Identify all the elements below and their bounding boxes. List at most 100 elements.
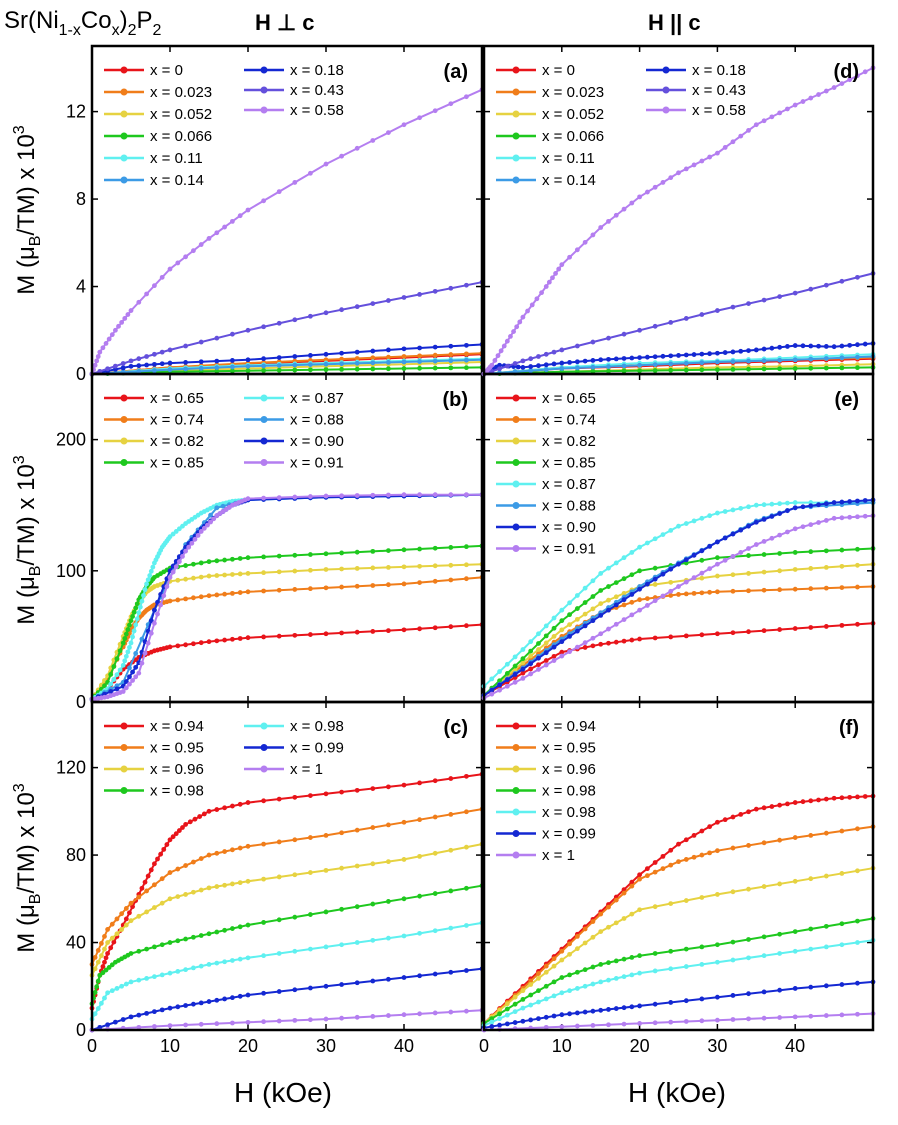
series-point <box>448 352 454 357</box>
series-point <box>176 828 182 833</box>
series-point <box>230 572 235 577</box>
series-point <box>582 358 588 364</box>
series-point <box>308 985 313 991</box>
series-point <box>323 867 329 873</box>
series-point <box>222 572 228 578</box>
series-point <box>683 998 689 1004</box>
series-point <box>167 266 173 272</box>
legend-label: x = 0.14 <box>150 172 204 189</box>
series-point <box>536 975 541 981</box>
series-point <box>551 993 557 999</box>
series-point <box>746 366 751 372</box>
series-point <box>839 795 845 801</box>
series-point <box>551 956 557 962</box>
series-point <box>432 352 438 358</box>
series-point <box>432 971 438 977</box>
series-point <box>644 866 650 872</box>
series-line-a-3 <box>91 366 483 375</box>
series-point <box>136 1024 142 1030</box>
series-point <box>167 837 173 843</box>
series-point <box>808 798 814 804</box>
series-point <box>370 583 376 588</box>
series-point <box>198 594 204 600</box>
series-point <box>308 353 313 358</box>
series-point <box>543 284 549 289</box>
series-point <box>159 274 165 280</box>
series-point <box>152 283 157 289</box>
series-point <box>730 939 736 945</box>
legend-label: x = 0.99 <box>542 826 596 843</box>
series-point <box>136 894 142 900</box>
series-point <box>761 569 767 575</box>
series-point <box>183 936 189 942</box>
legend-marker <box>120 66 128 74</box>
series-point <box>769 501 775 507</box>
series-point <box>401 564 407 570</box>
legend-label: x = 0.066 <box>150 128 212 145</box>
series-point <box>606 364 611 369</box>
series-point <box>808 586 814 592</box>
column-header-perp: H ⊥ c <box>255 10 315 35</box>
series-point <box>114 672 120 678</box>
series-point <box>528 671 534 677</box>
series-point <box>464 357 469 363</box>
series-line-b-5 <box>91 493 483 701</box>
series-point <box>191 595 196 601</box>
series-point <box>100 964 106 969</box>
series-point <box>308 313 313 319</box>
series-point <box>746 553 751 558</box>
series-point <box>683 367 689 373</box>
series-point <box>245 992 251 998</box>
series-point <box>777 294 783 299</box>
series-point <box>862 341 868 347</box>
series-point <box>98 1000 104 1006</box>
series-point <box>598 631 604 637</box>
legend-label: x = 0.65 <box>542 390 596 407</box>
series-point <box>137 604 143 610</box>
series-point <box>707 513 713 519</box>
series-point <box>800 343 806 349</box>
series-point <box>95 354 101 359</box>
panel-a: 0 4 8 12 x = 0 x = 0.023 x = 0.052 x = 0.066 x =… <box>66 44 485 384</box>
series-point <box>120 1017 126 1022</box>
series-point <box>417 1011 422 1017</box>
series-point <box>668 353 674 359</box>
series-point <box>644 540 650 546</box>
series-point <box>613 897 619 903</box>
series-point <box>707 543 713 549</box>
series-point <box>261 634 266 640</box>
series-point <box>120 365 126 371</box>
series-point <box>464 968 469 973</box>
series-point <box>582 611 588 617</box>
series-point <box>590 981 596 987</box>
series-point <box>117 648 123 654</box>
series-point <box>261 324 266 330</box>
series-point <box>715 994 720 1000</box>
series-point <box>777 568 783 574</box>
series-point <box>136 363 142 369</box>
series-point <box>808 946 814 952</box>
series-point <box>130 678 135 683</box>
legend-label: x = 0.052 <box>542 106 604 123</box>
series-point <box>245 635 251 641</box>
series-point <box>621 555 627 561</box>
series-point <box>448 888 454 894</box>
series-point <box>464 885 469 891</box>
series-point <box>123 906 129 911</box>
series-point <box>308 494 313 499</box>
series-point <box>629 355 635 361</box>
series-point <box>816 92 821 97</box>
series-point <box>668 847 674 853</box>
series-point <box>417 345 422 351</box>
panel-label-f: (f) <box>839 717 859 739</box>
legend-marker <box>512 830 520 837</box>
series-point <box>144 581 150 587</box>
legend-marker <box>662 86 670 94</box>
series-point <box>808 984 814 990</box>
series-point <box>245 589 251 595</box>
series-point <box>559 627 565 633</box>
series-point <box>847 77 853 83</box>
series-point <box>567 634 572 639</box>
series-point <box>245 1019 251 1025</box>
series-point <box>116 323 121 329</box>
